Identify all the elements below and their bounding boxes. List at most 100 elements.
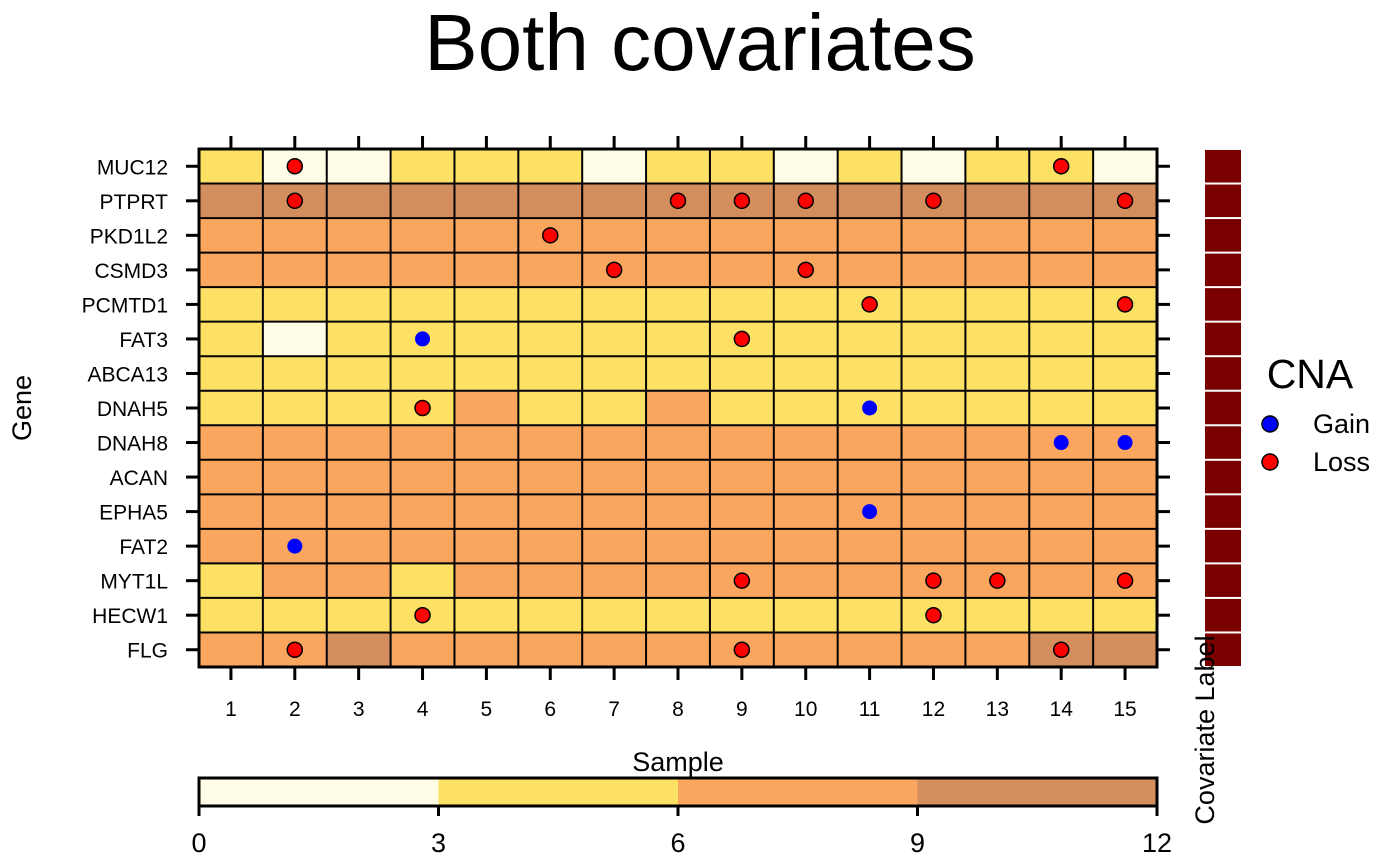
heatmap-cell <box>390 425 455 460</box>
x-tick-label: 2 <box>289 698 301 721</box>
cna-point-loss <box>1116 192 1134 210</box>
heatmap-cell <box>199 494 263 529</box>
heatmap-cell <box>709 597 774 633</box>
covariate-bar-cell <box>1205 460 1241 494</box>
cna-point-loss <box>1116 572 1134 589</box>
heatmap-cell <box>773 356 838 391</box>
y-tick-label: ACAN <box>110 467 168 490</box>
heatmap-cell <box>582 218 647 253</box>
heatmap-cell <box>901 218 966 253</box>
heatmap-cell <box>646 321 710 357</box>
x-tick-label: 7 <box>608 698 620 721</box>
heatmap-cell <box>326 632 391 667</box>
x-tick-label: 8 <box>672 698 684 721</box>
heatmap-cell <box>709 425 774 460</box>
heatmap-cell <box>646 390 710 426</box>
heatmap-cell <box>901 390 966 426</box>
heatmap-cell <box>582 425 647 460</box>
heatmap-cell <box>518 563 583 598</box>
heatmap-cell <box>199 252 263 288</box>
heatmap-cell <box>199 356 263 391</box>
color-key-label: 3 <box>431 828 446 858</box>
heatmap-cell <box>965 494 1030 529</box>
y-tick-label: ABCA13 <box>87 363 168 386</box>
cna-point-loss <box>1116 296 1134 313</box>
heatmap-cell <box>965 356 1030 391</box>
cna-point-gain <box>1117 435 1133 451</box>
heatmap-cell <box>582 390 647 426</box>
heatmap-cell <box>1029 218 1094 253</box>
cna-point-gain <box>862 400 878 416</box>
x-tick-label: 15 <box>1113 698 1136 721</box>
heatmap-cell <box>709 459 774 495</box>
heatmap-cell <box>901 494 966 529</box>
x-tick-label: 9 <box>736 698 748 721</box>
heatmap-cell <box>646 563 710 598</box>
heatmap-cell <box>901 356 966 391</box>
x-axis-title: Sample <box>632 747 724 777</box>
cna-point-loss <box>286 192 304 210</box>
heatmap-cell <box>773 390 838 426</box>
heatmap-cell <box>837 149 902 184</box>
heatmap-cell <box>837 218 902 253</box>
heatmap-cell <box>326 252 391 288</box>
cna-point-loss <box>797 192 814 210</box>
heatmap-cell <box>709 528 774 564</box>
heatmap-cell <box>901 425 966 460</box>
heatmap-cell <box>1029 459 1094 495</box>
heatmap-cell <box>390 252 455 288</box>
heatmap-cell <box>262 218 327 253</box>
heatmap-cell <box>837 356 902 391</box>
heatmap-cell <box>773 425 838 460</box>
heatmap-cell <box>454 218 519 253</box>
cna-point-loss <box>989 572 1006 589</box>
heatmap-cell <box>390 632 455 667</box>
heatmap-cell <box>773 149 838 184</box>
heatmap-cell <box>837 528 902 564</box>
cna-point-loss <box>733 192 751 210</box>
heatmap-cell <box>326 183 391 219</box>
heatmap-cell <box>582 632 647 667</box>
covariate-bar-cell <box>1205 426 1241 459</box>
heatmap-cell <box>518 390 583 426</box>
legend-marker-loss <box>1261 453 1279 471</box>
heatmap-cell <box>326 563 391 598</box>
heatmap-cell <box>582 183 647 219</box>
legend-label-gain: Gain <box>1313 409 1370 439</box>
covariate-bar-cell <box>1205 564 1241 597</box>
heatmap-cell <box>390 494 455 529</box>
heatmap-cell <box>326 597 391 633</box>
y-tick-label: CSMD3 <box>94 260 168 283</box>
heatmap-cell <box>1093 390 1157 426</box>
heatmap-cell <box>709 494 774 529</box>
heatmap-cell <box>773 528 838 564</box>
x-tick-label: 10 <box>794 698 817 721</box>
heatmap-cell <box>518 356 583 391</box>
cna-point-gain <box>415 331 431 347</box>
heatmap-cell <box>454 356 519 391</box>
heatmap-cell <box>965 425 1030 460</box>
cna-point-gain <box>1053 435 1069 451</box>
color-key-label: 0 <box>191 828 206 858</box>
heatmap-cell <box>837 183 902 219</box>
cna-legend: CNA Gain Loss <box>1261 351 1370 477</box>
heatmap-cell <box>454 528 519 564</box>
heatmap-cell <box>582 287 647 322</box>
covariate-bar-cell <box>1205 322 1241 356</box>
heatmap-cell <box>582 321 647 357</box>
cna-point-loss <box>925 192 942 210</box>
heatmap-cell <box>773 287 838 322</box>
covariate-bar-cell <box>1205 529 1241 563</box>
heatmap-cell <box>262 494 327 529</box>
heatmap-cell <box>646 287 710 322</box>
covariate-bar-cell <box>1205 184 1241 218</box>
heatmap-cell <box>326 425 391 460</box>
heatmap-cell <box>1093 321 1157 357</box>
heatmap-cell <box>199 528 263 564</box>
heatmap-cell <box>709 287 774 322</box>
legend-marker-gain <box>1261 415 1279 433</box>
heatmap-cell <box>390 528 455 564</box>
heatmap-cell <box>965 218 1030 253</box>
heatmap-cell <box>965 252 1030 288</box>
heatmap-cell <box>199 459 263 495</box>
